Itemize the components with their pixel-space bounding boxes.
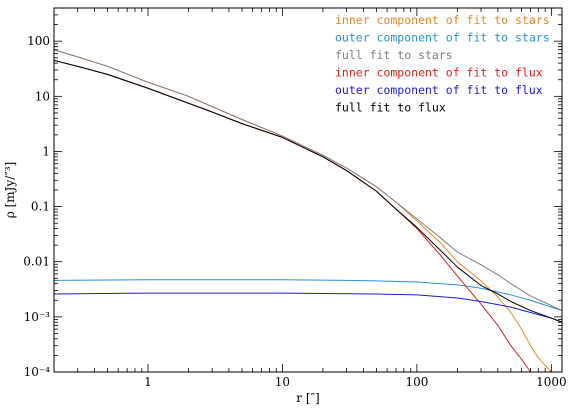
y-tick-label: 100 bbox=[27, 34, 50, 48]
plot-frame bbox=[53, 7, 563, 373]
tick-labels-layer: 1 10 100 1000 10⁻⁴ 10⁻³ 0.01 0.1 1 10 100 bbox=[23, 34, 566, 389]
legend-entry-1: inner component of fit to stars bbox=[335, 13, 550, 27]
series-line-1 bbox=[54, 49, 552, 372]
y-axis-label: ρ [mJy/″³] bbox=[3, 162, 17, 219]
x-tick-label: 10 bbox=[275, 375, 290, 389]
legend-entry-2: outer component of fit to stars bbox=[335, 31, 550, 45]
legend-entry-4: inner component of fit to flux bbox=[335, 66, 543, 80]
series-line-5 bbox=[54, 292, 562, 323]
y-tick-label: 0.1 bbox=[31, 200, 50, 214]
x-tick-label: 1 bbox=[144, 375, 152, 389]
legend: inner component of fit to stars outer com… bbox=[335, 13, 550, 115]
x-tick-label: 1000 bbox=[536, 375, 567, 389]
y-tick-label: 1 bbox=[42, 144, 50, 158]
x-axis-label: r [″] bbox=[296, 391, 319, 405]
y-tick-label: 0.01 bbox=[23, 255, 50, 269]
y-tick-label: 10⁻³ bbox=[24, 310, 51, 324]
series-line-4 bbox=[54, 59, 532, 372]
series-line-6 bbox=[54, 59, 562, 323]
y-tick-label: 10 bbox=[35, 89, 50, 103]
legend-entry-3: full fit to stars bbox=[335, 48, 453, 62]
legend-entry-6: full fit to flux bbox=[335, 101, 446, 115]
y-tick-label: 10⁻⁴ bbox=[24, 365, 51, 379]
series-line-3 bbox=[54, 49, 562, 312]
legend-entry-5: outer component of fit to flux bbox=[335, 83, 543, 97]
x-tick-label: 100 bbox=[405, 375, 428, 389]
ticks-layer bbox=[53, 7, 562, 373]
series-layer bbox=[54, 49, 562, 372]
series-line-2 bbox=[54, 279, 562, 312]
